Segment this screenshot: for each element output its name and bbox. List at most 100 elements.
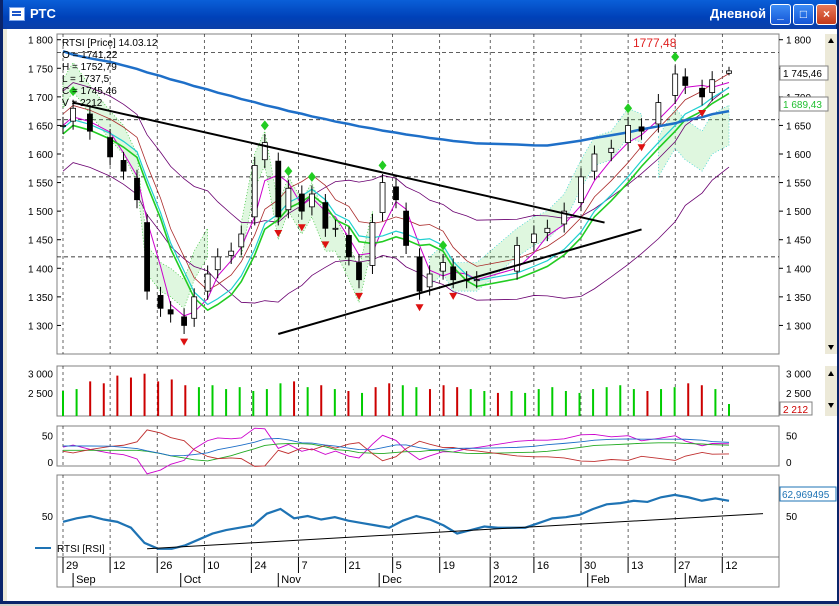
- date-axis-day-label: 12: [725, 560, 737, 572]
- info-open: O = 1741,22: [62, 50, 118, 61]
- candle-body: [544, 227, 551, 233]
- volume-scrollbar[interactable]: [825, 366, 837, 416]
- date-axis-day-label: 7: [301, 560, 307, 572]
- info-block: RTSI [Price] 14.03.12 O = 1741,22 H = 17…: [62, 38, 158, 109]
- signal-up-marker: [284, 166, 293, 177]
- signal-up-marker: [260, 120, 269, 131]
- candle-body: [608, 147, 615, 153]
- candle-body: [356, 262, 362, 281]
- candle-body: [309, 193, 315, 208]
- signal-up-marker: [624, 103, 633, 114]
- candle-body: [298, 193, 305, 212]
- volume-axis-label-left: 3 000: [28, 370, 53, 381]
- maximize-button[interactable]: □: [793, 4, 814, 25]
- date-axis-day-label: 26: [160, 560, 172, 572]
- price-scrollbar[interactable]: [825, 34, 837, 354]
- candle-body: [181, 316, 187, 326]
- candle-body: [625, 125, 631, 143]
- candle-body: [134, 177, 140, 201]
- ma-long-blue: [62, 49, 730, 147]
- signal-up-marker: [439, 240, 448, 251]
- candle-body: [191, 296, 198, 319]
- signal-down-marker: [274, 230, 283, 237]
- price-axis-label-left: 1 450: [28, 236, 53, 247]
- date-axis-month-label: Feb: [591, 574, 610, 586]
- price-axis-label-left: 1 600: [28, 150, 53, 161]
- candle-body: [228, 250, 235, 256]
- ichimoku-cloud: [240, 129, 373, 304]
- close-button[interactable]: ×: [816, 4, 837, 25]
- candle-body: [275, 160, 282, 218]
- price-axis-label-right: 1 550: [786, 179, 811, 190]
- candle-body: [473, 279, 480, 282]
- osc-axis-label-right: 0: [786, 458, 792, 469]
- date-axis-month-label: Mar: [688, 574, 707, 586]
- candle-body: [87, 113, 93, 132]
- price-axis-label-left: 1 350: [28, 293, 53, 304]
- signal-down-marker: [180, 338, 189, 346]
- candle-body: [204, 273, 211, 292]
- trendline: [277, 228, 642, 335]
- candle-body: [726, 70, 732, 74]
- volume-tag-box: [779, 401, 813, 416]
- price-axis-label-right: 1 500: [786, 207, 811, 218]
- info-close: C = 1745,46: [62, 86, 117, 97]
- candle-body: [167, 309, 174, 315]
- price-axis-label-right: 1 600: [786, 150, 811, 161]
- candle-body: [514, 245, 520, 272]
- candle-body: [426, 273, 433, 288]
- candle-body: [251, 165, 258, 218]
- osc-axis-label-right: 50: [786, 431, 798, 442]
- candle-body: [416, 256, 423, 292]
- volume-axis-label-right: 2 500: [786, 389, 811, 400]
- ma-price-tag-box: [779, 96, 829, 112]
- candle-body: [238, 233, 245, 248]
- candle-body: [144, 222, 150, 292]
- candle-body: [285, 187, 292, 211]
- candle-body: [561, 210, 568, 225]
- price-axis-label-left: 1 650: [28, 121, 53, 132]
- rsi-axis-label-left: 50: [42, 512, 54, 523]
- candle-body: [591, 153, 598, 172]
- candle-body: [440, 262, 446, 272]
- last-price-tag: 1 745,46: [783, 69, 822, 80]
- candle-body: [332, 227, 339, 230]
- volume-axis-label-right: 3 000: [786, 370, 811, 381]
- candle-body: [450, 266, 457, 281]
- candle-body: [655, 102, 662, 125]
- date-axis-day-label: 10: [207, 560, 219, 572]
- date-axis-month-label: Sep: [76, 574, 96, 586]
- candle-body: [393, 186, 399, 201]
- volume-panel: [56, 365, 780, 417]
- date-axis-month-label: Nov: [281, 574, 301, 586]
- minimize-button[interactable]: _: [770, 4, 791, 25]
- date-axis-month-label: Dec: [382, 574, 402, 586]
- signal-down-marker: [297, 224, 306, 232]
- date-axis-day-label: 16: [537, 560, 549, 572]
- signal-up-marker: [671, 51, 680, 62]
- last-price-tag-box: [779, 65, 829, 81]
- date-axis-day-label: 21: [349, 560, 361, 572]
- candle-body: [379, 182, 386, 213]
- candle-body: [578, 176, 584, 203]
- ma-short: [62, 82, 730, 317]
- window-icon: [9, 7, 25, 21]
- osc-line-red: [62, 429, 730, 467]
- osc-axis-label-left: 0: [47, 458, 53, 469]
- candle-body: [107, 137, 113, 158]
- signal-down-marker: [698, 110, 707, 117]
- date-axis-day-label: 27: [678, 560, 690, 572]
- date-axis-day-label: 13: [631, 560, 643, 572]
- price-axis-label-left: 1 300: [28, 321, 53, 332]
- signal-down-marker: [415, 304, 424, 312]
- candle-body: [120, 160, 127, 172]
- date-axis-day-label: 3: [493, 560, 499, 572]
- period-label: Дневной: [709, 6, 766, 21]
- price-axis-label-right: 1 400: [786, 264, 811, 275]
- date-axis-day-label: 30: [584, 560, 596, 572]
- candle-body: [531, 233, 537, 243]
- signal-up-marker: [307, 171, 316, 182]
- rsi-axis-label-right: 50: [786, 512, 798, 523]
